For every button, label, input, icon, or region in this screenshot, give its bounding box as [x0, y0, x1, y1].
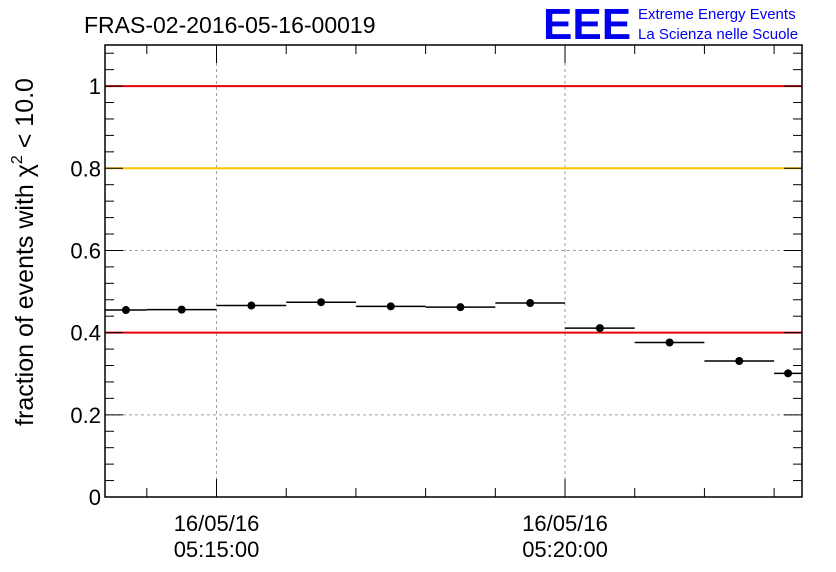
- y-axis-label-chi: χ: [11, 164, 39, 177]
- y-tick-label: 0.4: [70, 321, 101, 346]
- data-point: [784, 369, 793, 378]
- data-point: [247, 301, 256, 310]
- x-tick-time-label: 05:15:00: [174, 537, 260, 562]
- data-point: [456, 303, 465, 312]
- y-tick-label: 0.8: [70, 156, 101, 181]
- data-point: [386, 302, 395, 311]
- y-axis-label-prefix: fraction of events with: [11, 177, 39, 426]
- data-series: [105, 298, 802, 378]
- data-point: [177, 305, 186, 314]
- y-axis-label-suffix: < 10.0: [11, 78, 39, 155]
- plot-frame: [104, 44, 803, 498]
- y-axis-label-superscript: 2: [9, 155, 26, 164]
- data-point: [121, 306, 130, 315]
- y-tick-label: 1: [89, 74, 101, 99]
- data-point: [595, 324, 604, 333]
- data-point: [735, 356, 744, 365]
- y-tick-label: 0.2: [70, 403, 101, 428]
- data-point: [526, 299, 535, 308]
- y-axis-label: fraction of events with χ2 < 10.0: [9, 78, 39, 426]
- x-tick-time-label: 05:20:00: [522, 537, 608, 562]
- eee-logo: EEE Extreme Energy Events La Scienza nel…: [543, 0, 798, 49]
- reference-lines: [105, 85, 802, 334]
- logo-line-2: La Scienza nelle Scuole: [638, 26, 798, 43]
- data-point: [317, 298, 326, 307]
- x-tick-date-label: 16/05/16: [522, 511, 608, 536]
- eee-logo-mark: EEE: [543, 0, 631, 49]
- axes: 00.20.40.60.8116/05/1605:15:0016/05/1605…: [70, 44, 803, 562]
- x-tick-date-label: 16/05/16: [174, 511, 260, 536]
- chart-title: FRAS-02-2016-05-16-00019: [84, 12, 376, 38]
- y-tick-label: 0: [89, 485, 101, 510]
- y-tick-label: 0.6: [70, 238, 101, 263]
- data-point: [665, 338, 674, 347]
- logo-line-1: Extreme Energy Events: [638, 6, 796, 23]
- grid: [105, 45, 802, 497]
